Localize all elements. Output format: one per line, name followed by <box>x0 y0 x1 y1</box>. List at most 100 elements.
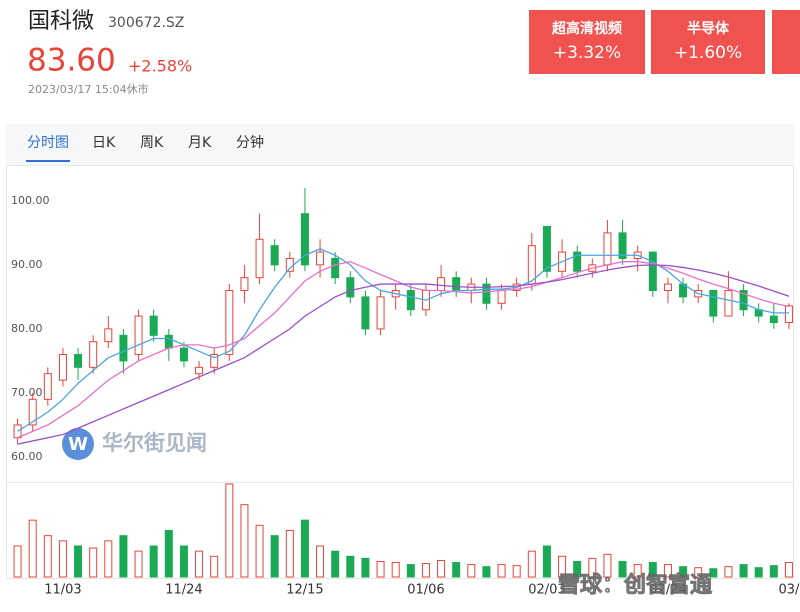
x-tick-label: 01/06 <box>407 583 444 598</box>
volume-bar <box>754 567 763 578</box>
volume-bar <box>588 557 597 578</box>
volume-bar <box>618 561 627 578</box>
volume-bar <box>361 557 370 578</box>
y-tick-label: 70.00 <box>11 386 43 399</box>
volume-bar <box>467 564 476 578</box>
y-tick-label: 80.00 <box>11 322 43 335</box>
moving-average-line <box>17 264 790 445</box>
price-change: +2.58% <box>128 57 192 76</box>
volume-bar <box>558 555 567 578</box>
sector-card[interactable] <box>529 10 645 74</box>
candle-body <box>240 277 249 291</box>
tab[interactable]: 周K <box>140 135 164 151</box>
x-tick-label: 11/24 <box>165 583 202 598</box>
volume-bar <box>149 545 158 578</box>
watermark-logo <box>62 428 94 460</box>
volume-bar <box>391 562 400 578</box>
volume-bar <box>346 555 355 578</box>
price: 83.60 <box>27 43 116 79</box>
candle-body <box>573 251 582 272</box>
candle-body <box>134 315 143 356</box>
candle-body <box>542 225 551 272</box>
volume-bar <box>512 565 521 578</box>
tab[interactable]: 月K <box>188 135 212 151</box>
candle-body <box>195 366 204 375</box>
volume-bar <box>421 563 430 578</box>
sector-card[interactable] <box>772 10 800 74</box>
tab[interactable]: 日K <box>92 135 116 151</box>
candle-body <box>149 315 158 336</box>
sector-change: +3.32% <box>553 43 621 63</box>
volume-bar <box>497 564 506 578</box>
sector-card[interactable] <box>651 10 765 74</box>
candle-body <box>119 334 128 362</box>
volume-bar <box>119 535 128 578</box>
candle-body <box>618 232 627 259</box>
x-tick-label: 11/03 <box>44 583 81 598</box>
candle-body <box>724 289 733 317</box>
volume-bar <box>603 553 612 578</box>
volume-bar <box>633 564 642 578</box>
candle-body <box>74 354 83 368</box>
chart-panel <box>6 165 794 579</box>
candle-body <box>225 289 234 356</box>
candle-body <box>346 277 355 298</box>
volume-bar <box>542 545 551 578</box>
volume-bar <box>195 550 204 578</box>
volume-bar <box>89 547 98 578</box>
volume-bar <box>270 535 279 578</box>
volume-bar <box>527 550 536 578</box>
volume-bar <box>316 545 325 578</box>
tab[interactable]: 分钟 <box>236 134 264 151</box>
volume-bar <box>331 550 340 578</box>
candle-body <box>28 398 37 426</box>
candle-body <box>164 334 173 349</box>
candle-body <box>316 251 325 266</box>
x-tick-label: 02/03 <box>528 583 565 598</box>
candle-body <box>89 341 98 368</box>
candle-body <box>300 213 309 266</box>
volume-bar <box>769 565 778 578</box>
y-tick-label: 100.00 <box>11 194 50 207</box>
candle-body <box>43 373 52 400</box>
sector-name: 半导体 <box>687 20 730 37</box>
candle-body <box>361 296 370 330</box>
volume-bar <box>255 524 264 578</box>
volume-bar <box>437 559 446 578</box>
watermark: 雪球：创智富通 <box>558 572 712 598</box>
volume-bar <box>43 535 52 578</box>
volume-bar <box>164 530 173 578</box>
volume-bar <box>28 519 37 578</box>
sector-name: 超高清视频 <box>551 20 622 37</box>
candle-body <box>406 289 415 311</box>
candle-body <box>331 257 340 279</box>
x-tick-label: 02/24 <box>649 583 686 598</box>
candle-body <box>179 347 188 362</box>
volume-bar <box>300 519 309 578</box>
volume-bar <box>679 566 688 578</box>
tab-bar <box>6 124 794 165</box>
volume-bar <box>58 540 67 578</box>
volume-bar <box>104 540 113 578</box>
volume-bar <box>709 568 718 578</box>
candle-body <box>497 289 506 304</box>
candle-body <box>104 328 113 343</box>
candle-body <box>663 283 672 291</box>
volume-bar <box>694 567 703 578</box>
volume-bar <box>739 564 748 578</box>
x-tick-label: 03/ <box>778 583 800 598</box>
volume-bar <box>482 566 491 578</box>
volume-bar <box>74 545 83 578</box>
volume-bar <box>376 561 385 578</box>
candle-body <box>769 315 778 324</box>
volume-bar <box>240 504 249 578</box>
tab[interactable]: 分时图 <box>27 135 69 151</box>
x-tick-label: 12/15 <box>286 583 323 598</box>
volume-bar <box>452 562 461 578</box>
volume-bar <box>210 555 219 578</box>
candle-body <box>58 354 67 381</box>
volume-bar <box>134 550 143 578</box>
candle-body <box>648 251 657 291</box>
candle-body <box>255 238 264 279</box>
